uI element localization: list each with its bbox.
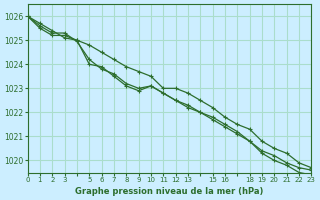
X-axis label: Graphe pression niveau de la mer (hPa): Graphe pression niveau de la mer (hPa)	[75, 187, 264, 196]
